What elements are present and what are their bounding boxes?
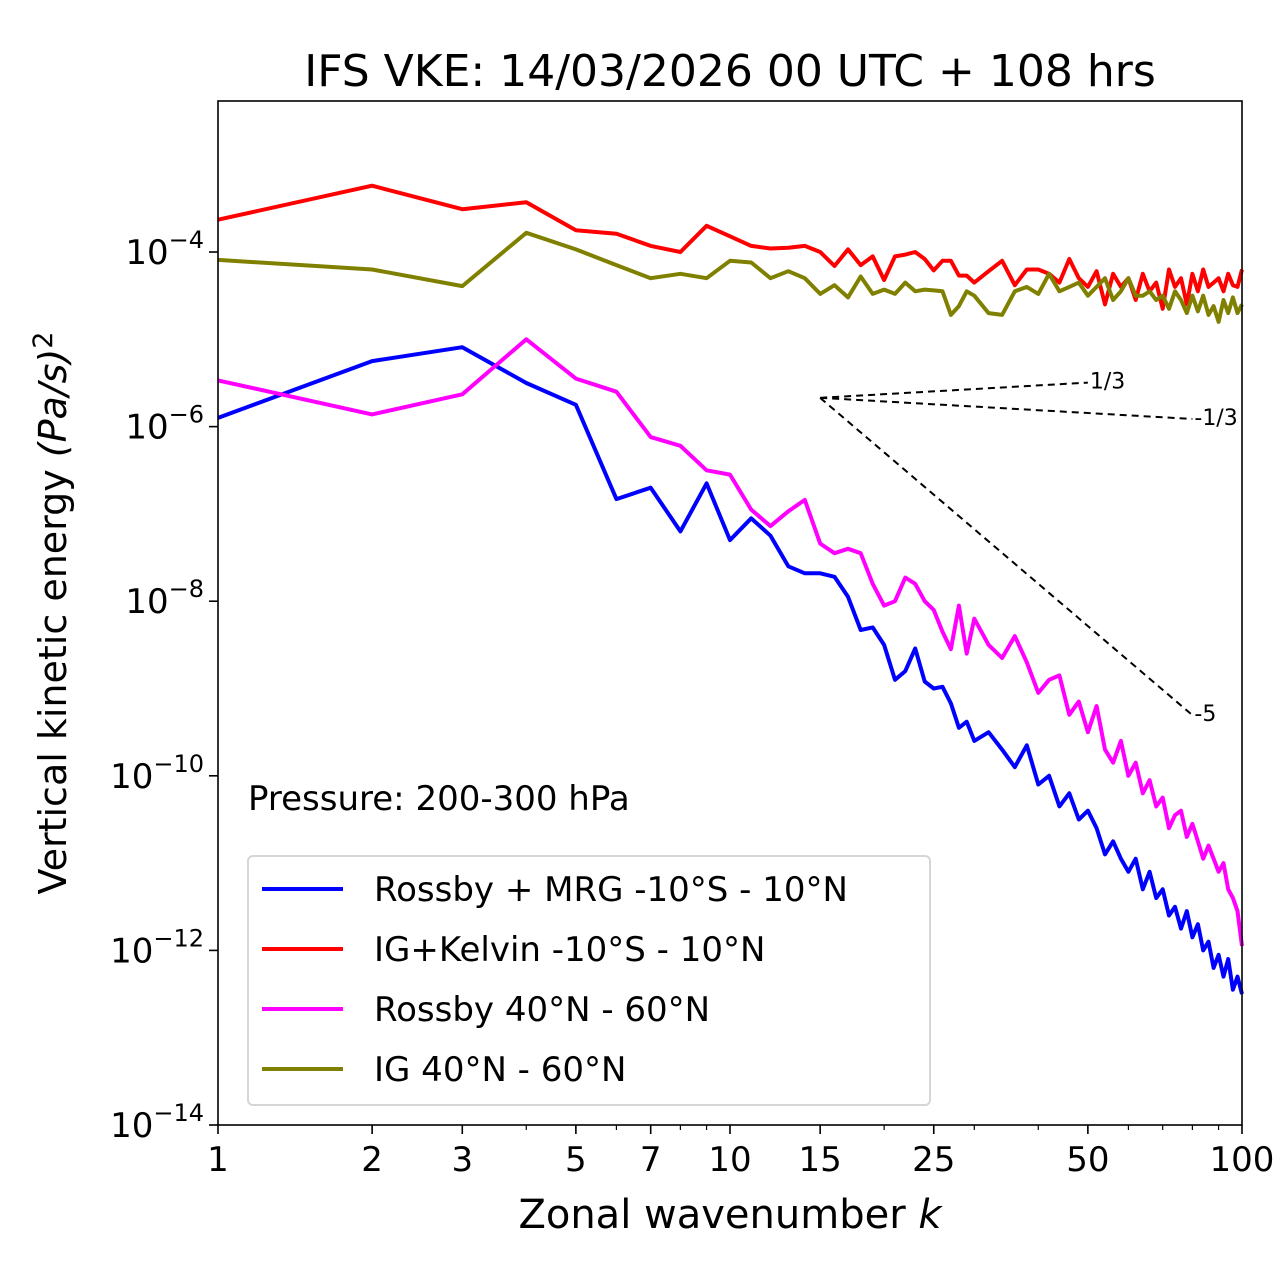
- series-line-1: [217, 183, 1244, 311]
- reference-slope-line: [819, 397, 1194, 716]
- legend-box: [247, 855, 931, 1106]
- reference-slopes: 1/3 -1/3 -5: [819, 370, 1238, 727]
- y-tick-label: 10−4: [125, 226, 204, 273]
- x-tick-label: 7: [640, 1140, 662, 1180]
- legend-label: IG+Kelvin -10°S - 10°N: [374, 930, 765, 970]
- legend-label: IG 40°N - 60°N: [374, 1050, 626, 1090]
- reference-slope-line: [820, 381, 1088, 399]
- y-axis-label: Vertical kinetic energy (Pa/s)2: [28, 332, 75, 895]
- pressure-annotation: Pressure: 200-300 hPa: [248, 779, 630, 819]
- y-tick-label: 10−10: [110, 750, 204, 797]
- x-tick-label: 50: [1066, 1140, 1109, 1180]
- x-axis-label: Zonal wavenumber k: [518, 1192, 943, 1238]
- y-tick-label: 10−6: [125, 401, 204, 448]
- series-line-0: [217, 345, 1244, 995]
- x-tick-label: 3: [451, 1140, 473, 1180]
- reference-slope-label: -1/3: [1194, 406, 1237, 431]
- reference-slope-label: -5: [1194, 702, 1216, 727]
- y-tick-label: 10−12: [110, 924, 204, 971]
- reference-slope-label: 1/3: [1090, 370, 1125, 395]
- x-tick-label: 5: [565, 1140, 587, 1180]
- legend-label: Rossby + MRG -10°S - 10°N: [374, 870, 848, 910]
- chart-title: IFS VKE: 14/03/2026 00 UTC + 108 hrs: [304, 46, 1156, 97]
- series-line-2: [217, 337, 1244, 947]
- legend-label: Rossby 40°N - 60°N: [374, 990, 710, 1030]
- y-tick-label: 10−8: [125, 575, 204, 622]
- x-tick-label: 25: [912, 1140, 955, 1180]
- x-tick-label: 2: [361, 1140, 383, 1180]
- x-tick-label: 100: [1210, 1140, 1275, 1180]
- series-line-3: [217, 230, 1244, 324]
- reference-slope-line: [820, 396, 1193, 420]
- legend: Rossby + MRG -10°S - 10°N IG+Kelvin -10°S…: [247, 855, 931, 1106]
- x-tick-label: 1: [207, 1140, 229, 1180]
- y-axis-ticks: 10−14 10−12 10−10 10−8 10−6 10−4: [110, 226, 218, 1146]
- x-tick-label: 15: [799, 1140, 842, 1180]
- series-layer: [217, 183, 1244, 995]
- x-tick-label: 10: [708, 1140, 751, 1180]
- y-tick-label: 10−14: [110, 1099, 204, 1146]
- x-axis-ticks: 1 2 3 5 7 10 15 25 50 100: [207, 1125, 1274, 1180]
